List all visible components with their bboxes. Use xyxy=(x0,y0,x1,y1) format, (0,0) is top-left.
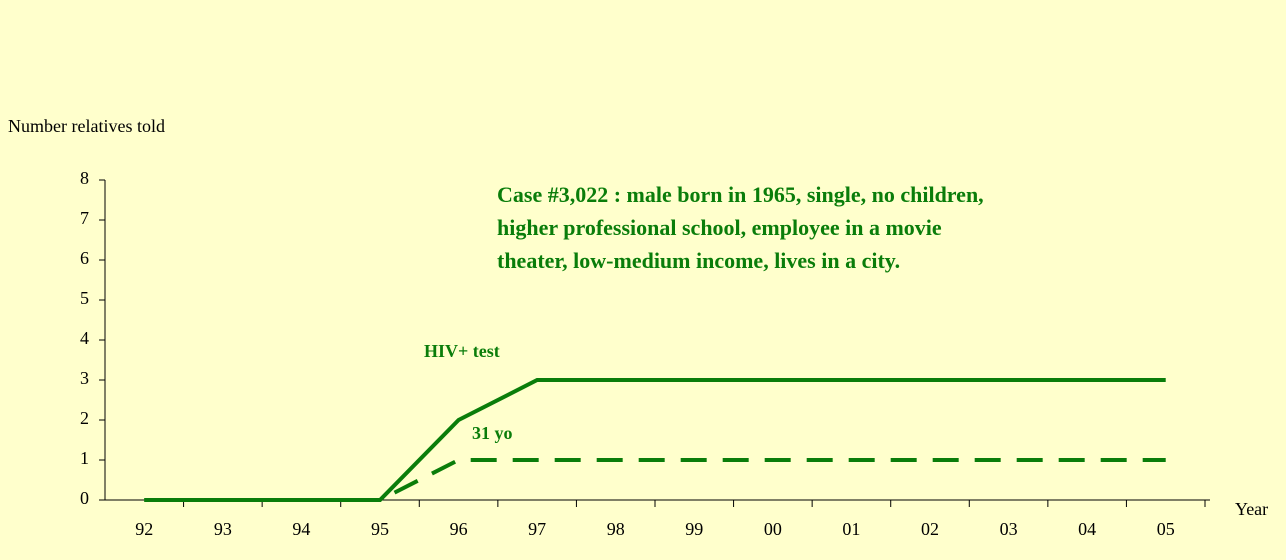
y-tick-label: 3 xyxy=(80,368,89,388)
x-tick-label: 99 xyxy=(685,519,703,539)
y-tick-label: 0 xyxy=(80,488,89,508)
annotation: higher professional school, employee in … xyxy=(497,215,942,240)
x-tick-label: 94 xyxy=(292,519,310,539)
annotation: Case #3,022 : male born in 1965, single,… xyxy=(497,182,984,207)
x-tick-label: 97 xyxy=(528,519,546,539)
x-tick-label: 01 xyxy=(842,519,860,539)
annotation: 31 yo xyxy=(472,423,513,443)
y-tick-label: 4 xyxy=(80,328,89,348)
x-tick-label: 00 xyxy=(764,519,782,539)
x-tick-label: 96 xyxy=(450,519,468,539)
y-tick-label: 1 xyxy=(80,448,89,468)
y-tick-label: 7 xyxy=(80,208,89,228)
y-tick-label: 2 xyxy=(80,408,89,428)
x-tick-label: 04 xyxy=(1078,519,1096,539)
x-tick-label: 05 xyxy=(1157,519,1175,539)
y-tick-label: 6 xyxy=(80,248,89,268)
y-axis-label: Number relatives told xyxy=(8,116,165,136)
x-tick-label: 02 xyxy=(921,519,939,539)
y-tick-label: 8 xyxy=(80,168,89,188)
y-tick-label: 5 xyxy=(80,288,89,308)
x-tick-label: 98 xyxy=(607,519,625,539)
annotation: HIV+ test xyxy=(424,341,500,361)
x-tick-label: 93 xyxy=(214,519,232,539)
x-axis-label: Year xyxy=(1235,499,1268,519)
x-tick-label: 92 xyxy=(135,519,153,539)
annotation: theater, low-medium income, lives in a c… xyxy=(497,248,900,273)
x-tick-label: 95 xyxy=(371,519,389,539)
line-series xyxy=(144,458,1166,502)
x-tick-label: 03 xyxy=(1000,519,1018,539)
